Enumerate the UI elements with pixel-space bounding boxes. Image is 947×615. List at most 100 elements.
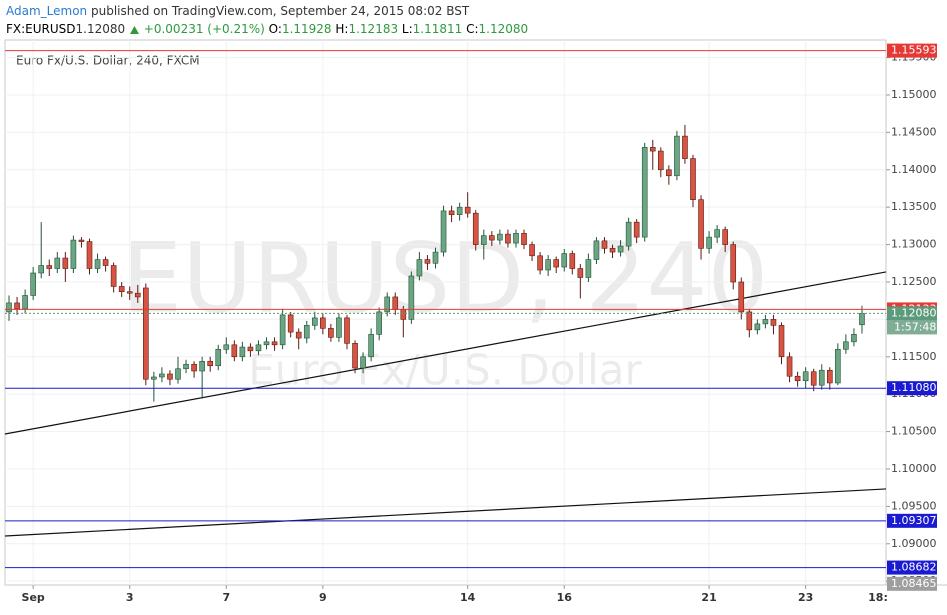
y-tick-label: 1.14000 <box>891 163 937 176</box>
candle-body <box>54 257 61 269</box>
candle-body <box>38 265 45 274</box>
candle-body <box>497 233 503 241</box>
candle-body <box>231 344 238 358</box>
candle-body <box>199 360 205 372</box>
candle-body <box>601 240 608 249</box>
candle-body <box>617 245 624 253</box>
level-label: 1.08465 <box>891 577 937 590</box>
x-tick-label: Sep <box>22 591 45 604</box>
candle-body <box>440 210 447 253</box>
candle-body <box>368 334 374 358</box>
level-label: 1.09307 <box>891 514 937 527</box>
candle-body <box>271 341 278 346</box>
candle-body <box>505 233 511 244</box>
candle-body <box>126 291 133 294</box>
candle-body <box>521 233 527 245</box>
candle-body <box>754 323 761 331</box>
ohlc-label: O: <box>268 22 282 36</box>
level-tag <box>887 560 937 575</box>
y-tick-label: 1.15000 <box>891 88 937 101</box>
candle-body <box>263 341 270 346</box>
candle-body <box>424 259 431 264</box>
x-tick-label: 3 <box>126 591 134 604</box>
candle-body <box>802 371 809 382</box>
candle-body <box>641 147 648 238</box>
candle-body <box>247 346 254 352</box>
published: published on TradingView.com, September … <box>90 4 470 18</box>
candle-body <box>666 169 672 177</box>
countdown-tag <box>887 320 937 335</box>
symbol: FX:EURUSD <box>6 22 76 36</box>
candle-body <box>649 147 656 152</box>
change: +0.00231 (+0.21%) <box>143 22 265 36</box>
candle-body <box>810 371 817 386</box>
candle-body <box>778 325 785 358</box>
candle-body <box>303 325 310 339</box>
candle-body <box>78 239 85 242</box>
level-label: 1.08682 <box>891 561 937 574</box>
level-label: 1.11080 <box>891 381 937 394</box>
candle-body <box>46 265 53 269</box>
ohlc-value: 1.11811 <box>412 22 463 36</box>
candle-body <box>215 349 222 367</box>
candle-body <box>167 373 173 380</box>
candle-body <box>134 292 141 298</box>
level-tag <box>887 306 937 321</box>
candle-body <box>859 313 865 326</box>
x-tick-label: 18: <box>868 591 888 604</box>
ohlc-value: 1.12080 <box>478 22 529 36</box>
x-tick-label: 21 <box>701 591 716 604</box>
x-tick-label: 7 <box>222 591 230 604</box>
candle-body <box>690 158 696 201</box>
candle-body <box>408 275 415 320</box>
y-tick-label: 1.11500 <box>891 350 937 363</box>
candle-body <box>62 257 69 269</box>
y-tick-label: 1.09000 <box>891 537 937 550</box>
candle-body <box>585 259 592 278</box>
candle-body <box>794 375 801 382</box>
y-tick-label: 1.13000 <box>891 238 937 251</box>
y-tick-label: 1.13500 <box>891 200 937 213</box>
candle-body <box>287 314 294 333</box>
candle-body <box>472 212 479 245</box>
candle-body <box>6 302 12 313</box>
trendline <box>4 488 887 537</box>
candle-body <box>674 135 680 177</box>
x-tick-label: 16 <box>557 591 573 604</box>
candle-body <box>14 302 20 310</box>
candle-body <box>714 229 720 238</box>
level-label: 1.12080 <box>891 306 937 319</box>
y-tick-label: 1.10000 <box>891 462 937 475</box>
candle-body <box>400 309 407 320</box>
candle-body <box>102 259 109 266</box>
candle-body <box>577 268 584 278</box>
candle-body <box>239 346 246 358</box>
candle-body <box>94 259 101 269</box>
header: Adam_Lemon published on TradingView.com,… <box>6 2 528 38</box>
candle-body <box>22 295 28 310</box>
ohlc-value: 1.12183 <box>348 22 399 36</box>
candle-body <box>553 259 560 268</box>
y-tick-label: 1.09500 <box>891 499 937 512</box>
candle-body <box>295 331 302 339</box>
candle-body <box>448 210 455 215</box>
candle-body <box>392 296 399 310</box>
candle-body <box>529 244 535 257</box>
candle-body <box>352 343 358 369</box>
candle-body <box>143 287 149 380</box>
candle-body <box>569 253 576 269</box>
candle-body <box>537 255 543 271</box>
candle-body <box>843 341 849 350</box>
candle-body <box>480 235 487 245</box>
candle-body <box>770 319 777 326</box>
candle-body <box>826 369 833 384</box>
x-tick-label: 23 <box>798 591 813 604</box>
candle-body <box>70 239 77 269</box>
candle-body <box>255 344 262 352</box>
candle-body <box>730 244 737 283</box>
candle-body <box>320 317 326 329</box>
author[interactable]: Adam_Lemon <box>6 4 88 18</box>
y-tick-label: 1.10500 <box>891 425 937 438</box>
candle-body <box>818 369 825 386</box>
